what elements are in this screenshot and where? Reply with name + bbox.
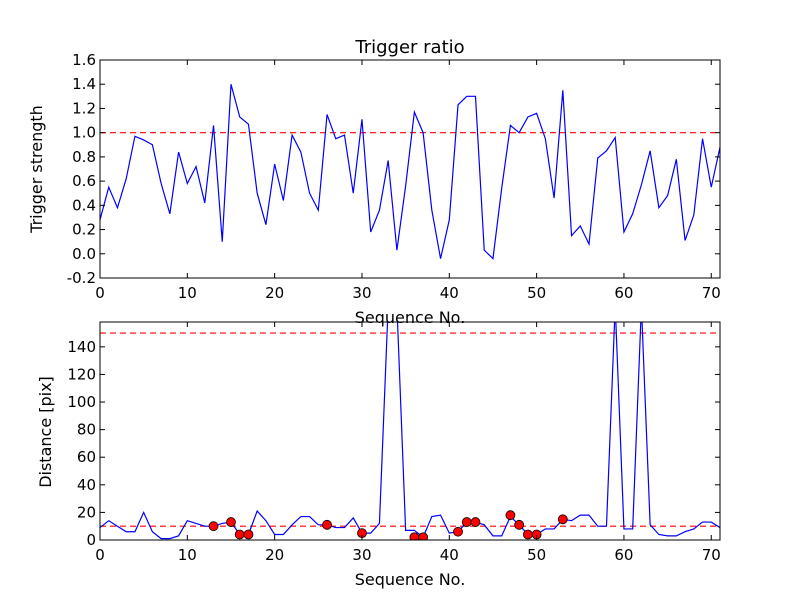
data-point-marker [461, 517, 472, 527]
x-tick-label: 20 [265, 546, 284, 564]
y-tick-label: 0.4 [72, 196, 96, 214]
data-point-marker [453, 526, 463, 537]
data-point-marker [243, 529, 254, 540]
x-tick-label: 50 [527, 546, 546, 564]
y-tick-label: 1.2 [72, 99, 96, 117]
x-tick-label: 60 [614, 284, 633, 302]
x-tick-label: 70 [702, 284, 721, 302]
x-axis-label: Sequence No. [355, 570, 466, 589]
series-line [100, 322, 720, 540]
y-tick-label: 140 [67, 338, 96, 356]
data-point-marker [522, 529, 533, 540]
x-axis-label: Sequence No. [355, 308, 466, 327]
data-point-marker [557, 514, 568, 525]
y-tick-label: 1.4 [72, 75, 96, 93]
x-tick-label: 40 [440, 546, 459, 564]
trigger-plot-area: 0 10 20 30 40 50 60 70 -0.2 0.0 0.2 0.4 0.6 0.8 1.0 1.2… [67, 51, 721, 302]
y-tick-label: 1.6 [72, 51, 96, 69]
y-tick-label: 100 [67, 393, 96, 411]
series-line [100, 84, 720, 260]
chart-title: Trigger ratio [354, 37, 464, 58]
trigger-ratio-chart: Trigger ratio 0 10 20 30 40 50 60 70-0.20.00.20… [27, 37, 721, 327]
x-tick-label: 10 [178, 284, 197, 302]
y-tick-label: 0.6 [72, 172, 96, 190]
plot-content [100, 322, 720, 540]
y-tick-label: 0.8 [72, 148, 96, 166]
data-point-marker [208, 521, 219, 532]
y-tick-label: 20 [77, 503, 96, 521]
y-axis-label: Distance [pix] [36, 376, 55, 488]
x-tick-label: 40 [440, 284, 459, 302]
x-tick-label: 70 [702, 546, 721, 564]
data-point-marker [234, 529, 245, 540]
x-tick-label: 30 [352, 546, 371, 564]
y-tick-label: 0 [86, 531, 96, 549]
x-tick-label: 30 [352, 284, 371, 302]
y-tick-label: 1.0 [72, 124, 96, 142]
y-tick-label: 0.0 [72, 245, 96, 263]
y-tick-label: 120 [67, 365, 96, 383]
y-tick-label: 40 [77, 476, 96, 494]
data-point-marker [418, 532, 428, 540]
x-tick-label: 0 [95, 546, 105, 564]
data-point-marker [322, 519, 332, 530]
plot-frame [99, 59, 721, 279]
distance-plot-area: 0 10 20 30 40 50 60 70 0 20 40 60 80 100 120 140 [67, 321, 721, 564]
x-tick-label: 50 [527, 284, 546, 302]
y-tick-label: -0.2 [67, 269, 96, 287]
x-tick-label: 10 [178, 546, 197, 564]
y-tick-label: 80 [77, 421, 96, 439]
plot-frame [99, 321, 721, 541]
x-tick-label: 60 [614, 546, 633, 564]
distance-chart: 0 10 20 30 40 50 60 70 0 20 40 60 80 100 120 140 Sequen… [36, 321, 721, 589]
y-axis-label: Trigger strength [27, 105, 46, 234]
plot-content [100, 84, 720, 260]
y-tick-label: 0.2 [72, 221, 96, 239]
data-point-marker [505, 510, 516, 521]
data-point-marker [226, 517, 236, 527]
x-tick-label: 0 [95, 284, 105, 302]
x-tick-label: 20 [265, 284, 284, 302]
data-point-marker [514, 519, 525, 530]
data-point-marker [470, 517, 481, 527]
y-tick-label: 60 [77, 448, 96, 466]
